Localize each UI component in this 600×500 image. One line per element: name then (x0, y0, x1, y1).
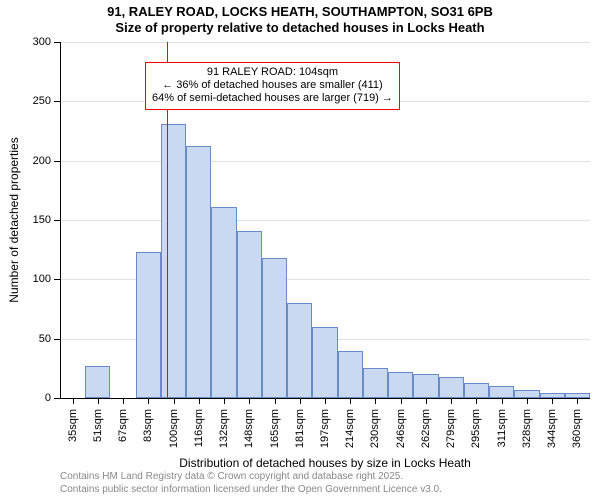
annotation-line-3: 64% of semi-detached houses are larger (… (152, 92, 393, 105)
histogram-bar (363, 368, 388, 398)
x-tick (451, 398, 452, 404)
y-axis-line (60, 42, 61, 398)
x-tick (426, 398, 427, 404)
histogram-bar (211, 207, 236, 398)
histogram-bar (312, 327, 337, 398)
x-tick (98, 398, 99, 404)
histogram-bar (85, 366, 110, 398)
histogram-bar (338, 351, 363, 398)
x-tick (199, 398, 200, 404)
histogram-bar (262, 258, 287, 398)
y-tick-label: 250 (33, 95, 51, 107)
annotation-box: 91 RALEY ROAD: 104sqm← 36% of detached h… (145, 62, 400, 110)
histogram-chart: 05010015020025030091 RALEY ROAD: 104sqm←… (60, 42, 590, 398)
gridline (60, 220, 590, 221)
x-tick (300, 398, 301, 404)
histogram-bar (439, 377, 464, 398)
annotation-line-2: ← 36% of detached houses are smaller (41… (152, 79, 393, 92)
histogram-bar (287, 303, 312, 398)
x-tick (148, 398, 149, 404)
x-tick (552, 398, 553, 404)
gridline (60, 42, 590, 43)
chart-title: 91, RALEY ROAD, LOCKS HEATH, SOUTHAMPTON… (0, 4, 600, 37)
x-tick (73, 398, 74, 404)
y-tick-label: 50 (39, 333, 51, 345)
x-tick (123, 398, 124, 404)
title-line-1: 91, RALEY ROAD, LOCKS HEATH, SOUTHAMPTON… (0, 4, 600, 20)
histogram-bar (161, 124, 186, 398)
x-tick (577, 398, 578, 404)
histogram-bar (489, 386, 514, 398)
x-tick (275, 398, 276, 404)
y-tick-label: 100 (33, 273, 51, 285)
y-tick-label: 300 (33, 36, 51, 48)
y-tick-label: 0 (45, 392, 51, 404)
histogram-bar (464, 383, 489, 398)
x-tick (174, 398, 175, 404)
plot-area: 05010015020025030091 RALEY ROAD: 104sqm←… (60, 42, 590, 398)
x-tick (527, 398, 528, 404)
y-tick-label: 200 (33, 155, 51, 167)
histogram-bar (413, 374, 438, 398)
x-tick (502, 398, 503, 404)
x-tick (375, 398, 376, 404)
chart-container: 91, RALEY ROAD, LOCKS HEATH, SOUTHAMPTON… (0, 0, 600, 500)
x-axis-label: Distribution of detached houses by size … (60, 456, 590, 470)
x-tick (401, 398, 402, 404)
x-tick (249, 398, 250, 404)
x-tick (350, 398, 351, 404)
footer-line-2: Contains public sector information licen… (60, 484, 442, 497)
gridline (60, 161, 590, 162)
x-tick (325, 398, 326, 404)
annotation-line-1: 91 RALEY ROAD: 104sqm (152, 66, 393, 79)
histogram-bar (388, 372, 413, 398)
x-tick (476, 398, 477, 404)
footer-attribution: Contains HM Land Registry data © Crown c… (60, 471, 442, 496)
title-line-2: Size of property relative to detached ho… (0, 20, 600, 36)
histogram-bar (136, 252, 161, 398)
histogram-bar (237, 231, 262, 398)
y-axis-label: Number of detached properties (7, 137, 21, 302)
histogram-bar (186, 146, 211, 398)
footer-line-1: Contains HM Land Registry data © Crown c… (60, 471, 442, 484)
x-tick (224, 398, 225, 404)
histogram-bar (514, 390, 539, 398)
y-tick-label: 150 (33, 214, 51, 226)
